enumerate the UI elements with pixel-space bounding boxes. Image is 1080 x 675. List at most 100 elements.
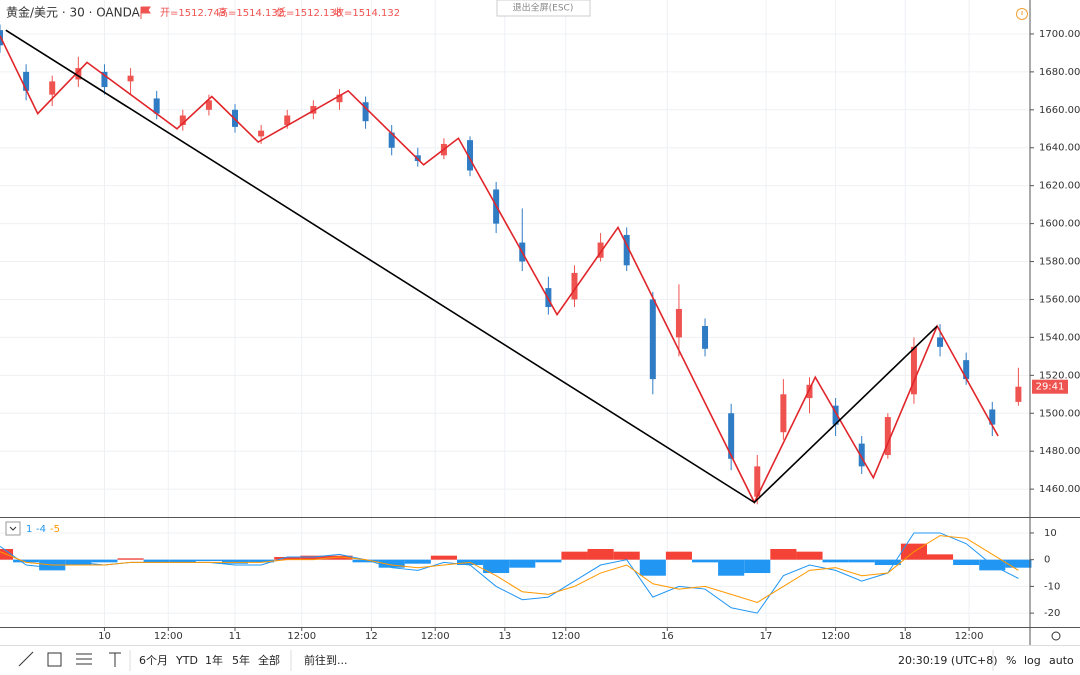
candle-body bbox=[832, 405, 839, 425]
candle-body bbox=[101, 71, 108, 88]
y-tick-label: 1540.000 bbox=[1039, 332, 1080, 343]
y-tick-label: 1680.000 bbox=[1039, 67, 1080, 78]
candle-body bbox=[127, 75, 134, 82]
x-tick-label: 18 bbox=[899, 631, 912, 642]
y-tick-label: 0 bbox=[1044, 555, 1050, 566]
histogram-bar bbox=[143, 559, 170, 563]
histogram-bar bbox=[1005, 559, 1032, 568]
x-tick-label: 12:00 bbox=[955, 631, 984, 642]
histogram-bar bbox=[248, 559, 275, 563]
y-tick-label: 1460.000 bbox=[1039, 484, 1080, 495]
candle-body bbox=[728, 413, 735, 459]
y-tick-label: -10 bbox=[1044, 581, 1060, 592]
collapse-button[interactable] bbox=[5, 521, 21, 536]
candle-body bbox=[649, 299, 656, 380]
clock: 20:30:19 (UTC+8) bbox=[898, 654, 998, 667]
candle-body bbox=[884, 417, 891, 455]
range-button[interactable]: 全部 bbox=[258, 653, 280, 667]
x-tick-label: 11 bbox=[229, 631, 242, 642]
candle-body bbox=[937, 337, 944, 347]
candle-body bbox=[153, 98, 160, 114]
exit-fullscreen-text[interactable]: 退出全屏(ESC) bbox=[513, 2, 574, 14]
range-button[interactable]: 1年 bbox=[205, 653, 223, 667]
histogram-bar bbox=[744, 559, 771, 574]
histogram-bar bbox=[509, 559, 536, 568]
histogram-bar bbox=[195, 559, 222, 562]
rect-tool[interactable] bbox=[47, 652, 62, 667]
histogram-bar bbox=[848, 559, 875, 563]
histogram-bar bbox=[587, 548, 614, 560]
candle-body bbox=[675, 308, 682, 338]
histogram-bar bbox=[639, 559, 666, 576]
symbol-title[interactable]: 黄金/美元 · 30 · OANDA bbox=[6, 5, 141, 20]
collapse-icon bbox=[9, 526, 17, 531]
percent-toggle[interactable]: % bbox=[1006, 654, 1016, 667]
info-icon[interactable] bbox=[1016, 8, 1028, 20]
histogram-bar bbox=[874, 559, 901, 566]
x-tick-label: 16 bbox=[661, 631, 674, 642]
legend-param: 1 bbox=[26, 524, 32, 535]
range-button[interactable]: 6个月 bbox=[139, 654, 168, 667]
histogram-bar bbox=[404, 559, 431, 564]
histogram-bar bbox=[953, 559, 980, 566]
candle-body bbox=[597, 242, 604, 258]
log-toggle[interactable]: log bbox=[1024, 654, 1041, 667]
candle-body bbox=[571, 272, 578, 300]
legend-entry: -5 bbox=[50, 524, 60, 535]
histogram-bar bbox=[561, 551, 588, 560]
y-tick-label: 1700.000 bbox=[1039, 29, 1080, 40]
text-tool[interactable] bbox=[109, 652, 121, 667]
open-label: 开=1512.743 bbox=[160, 8, 226, 19]
settings-icon[interactable] bbox=[1051, 631, 1061, 641]
histogram-bar bbox=[796, 551, 823, 560]
x-tick-label: 10 bbox=[98, 631, 111, 642]
histogram-bar bbox=[13, 559, 40, 563]
candle-body bbox=[780, 394, 787, 433]
candle-body bbox=[362, 102, 369, 122]
candle-body bbox=[336, 94, 343, 103]
x-tick-label: 12:00 bbox=[821, 631, 850, 642]
histogram-bar bbox=[691, 559, 719, 563]
histogram-bar bbox=[822, 559, 849, 563]
candle-body bbox=[205, 100, 212, 110]
y-tick-label: 1580.000 bbox=[1039, 257, 1080, 268]
auto-toggle[interactable]: auto bbox=[1049, 654, 1074, 667]
candle-body bbox=[49, 81, 56, 95]
countdown: 29:41 bbox=[1036, 382, 1065, 393]
trend-line-tool[interactable] bbox=[18, 651, 34, 667]
histogram-bar bbox=[274, 557, 301, 560]
histogram-bar bbox=[326, 555, 353, 560]
candle-body bbox=[754, 466, 761, 497]
trend-line bbox=[0, 35, 999, 505]
y-tick-label: 1600.000 bbox=[1039, 219, 1080, 230]
y-tick-label: -20 bbox=[1044, 608, 1060, 619]
exit-fullscreen-button[interactable] bbox=[496, 0, 591, 17]
candle-body bbox=[75, 68, 82, 80]
candle-body bbox=[989, 409, 996, 425]
candle-body bbox=[23, 71, 30, 91]
range-button[interactable]: YTD bbox=[175, 654, 198, 667]
legend-entry: -4 bbox=[36, 524, 46, 535]
goto-button[interactable]: 前往到... bbox=[304, 653, 348, 667]
range-button[interactable]: 5年 bbox=[232, 653, 250, 667]
flag-icon[interactable] bbox=[140, 6, 151, 19]
y-tick-label: 1520.000 bbox=[1039, 370, 1080, 381]
candle-body bbox=[858, 443, 865, 467]
histogram-bar bbox=[483, 559, 510, 574]
candle-body bbox=[1015, 386, 1022, 402]
histogram-bar bbox=[221, 559, 249, 564]
candle-body bbox=[179, 115, 186, 125]
candle-body bbox=[623, 234, 630, 266]
candle-body bbox=[702, 326, 709, 349]
histogram-bar bbox=[770, 548, 797, 560]
candle-body bbox=[258, 130, 265, 137]
histogram-bar bbox=[378, 559, 405, 568]
x-tick-label: 12 bbox=[365, 631, 378, 642]
histogram-bar bbox=[169, 559, 196, 563]
candle-body bbox=[910, 346, 917, 395]
candle-body bbox=[467, 140, 474, 171]
indicator-line bbox=[0, 535, 1019, 603]
fib-tool[interactable] bbox=[76, 653, 92, 665]
y-tick-label: 1560.000 bbox=[1039, 294, 1080, 305]
